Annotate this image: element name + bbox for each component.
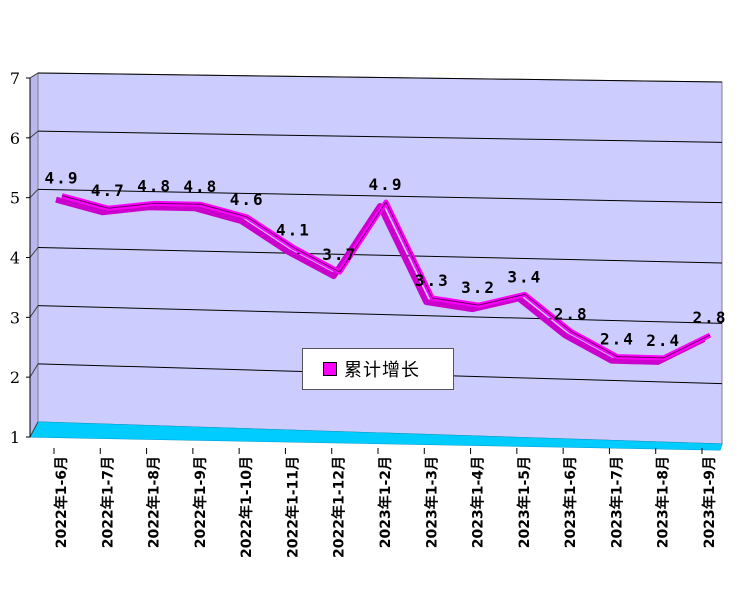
- data-label: 3.3: [415, 271, 450, 290]
- data-label: 4.1: [276, 220, 311, 239]
- y-tick-label: 7: [10, 69, 20, 88]
- y-tick-label: 5: [10, 189, 20, 208]
- x-tick-label: 2023年1-4月: [470, 456, 487, 548]
- x-axis-ticks: 2022年1-6月 2022年1-7月 2022年1-8月 2022年1-9月 2022…: [53, 448, 718, 558]
- data-label: 4.9: [369, 175, 404, 194]
- data-label: 4.9: [45, 169, 80, 188]
- x-tick-label: 2023年1-9月: [701, 456, 718, 548]
- y-tick-label: 2: [10, 368, 20, 387]
- y-tick-label: 4: [10, 249, 20, 268]
- data-label: 2.4: [646, 331, 681, 350]
- y-axis-ticks: 1 2 3 4 5 6 7: [10, 69, 30, 447]
- data-label: 3.7: [322, 245, 357, 264]
- data-label: 4.7: [91, 181, 126, 200]
- x-tick-label: 2022年1-12月: [331, 456, 348, 558]
- data-label: 4.8: [183, 177, 218, 196]
- x-tick-label: 2023年1-6月: [562, 456, 579, 548]
- x-tick-label: 2022年1-7月: [99, 456, 116, 548]
- y-tick-label: 1: [10, 428, 20, 447]
- x-tick-label: 2023年1-3月: [423, 456, 440, 548]
- legend-label: 累计增长: [344, 356, 420, 382]
- data-label: 2.4: [600, 330, 635, 349]
- legend: 累计增长: [302, 348, 454, 390]
- data-label: 4.8: [137, 176, 172, 195]
- data-label: 2.8: [554, 304, 589, 323]
- legend-swatch: [323, 362, 337, 376]
- x-tick-label: 2022年1-11月: [284, 456, 301, 558]
- data-label: 3.4: [507, 267, 542, 286]
- side-wall: [30, 73, 38, 437]
- plot-walls: [30, 73, 722, 450]
- y-tick-label: 3: [10, 308, 20, 327]
- x-tick-label: 2023年1-2月: [377, 456, 394, 548]
- y-tick-label: 6: [10, 129, 20, 148]
- x-tick-label: 2023年1-7月: [608, 456, 625, 548]
- data-label: 3.2: [461, 278, 496, 297]
- x-tick-label: 2023年1-5月: [516, 456, 533, 548]
- x-tick-label: 2023年1-8月: [655, 456, 672, 548]
- x-tick-label: 2022年1-8月: [146, 456, 163, 548]
- x-tick-label: 2022年1-6月: [53, 456, 70, 548]
- data-label: 2.8: [693, 308, 728, 327]
- data-label: 4.6: [230, 190, 265, 209]
- x-tick-label: 2022年1-9月: [192, 456, 209, 548]
- x-tick-label: 2022年1-10月: [238, 456, 255, 558]
